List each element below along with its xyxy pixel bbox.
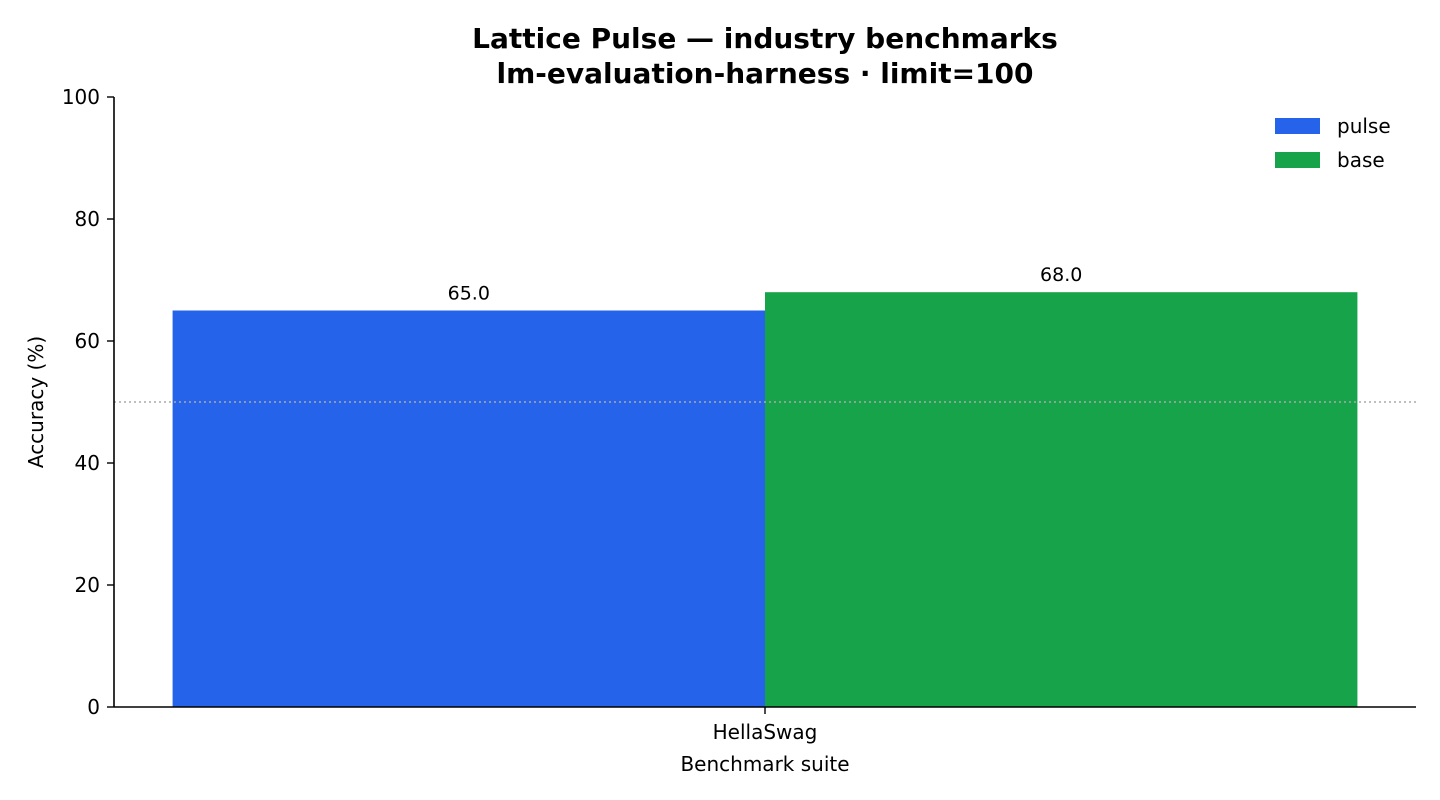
legend-swatch-pulse [1275,118,1320,134]
chart-title-line-1: Lattice Pulse — industry benchmarks [472,22,1058,55]
bars-layer [172,292,1358,707]
y-tick-label: 100 [62,85,100,109]
y-axis-label: Accuracy (%) [24,336,48,468]
bar-labels-layer: 65.0 68.0 [448,264,1083,304]
chart-title-line-2: lm-evaluation-harness · limit=100 [496,57,1033,90]
y-ticks-layer: 0 20 40 60 80 100 [62,85,114,719]
legend: pulse base [1275,114,1391,172]
bar-pulse-hellaswag [172,310,766,707]
x-axis-label: Benchmark suite [680,752,849,776]
y-tick-label: 0 [87,695,100,719]
bar-value-label-pulse: 65.0 [448,283,490,305]
x-ticks-layer: HellaSwag [713,707,818,744]
legend-swatch-base [1275,152,1320,168]
y-tick-label: 80 [75,207,100,231]
y-tick-label: 60 [75,329,100,353]
y-tick-label: 40 [75,451,100,475]
x-tick-label: HellaSwag [713,720,818,744]
legend-label-base: base [1337,148,1385,172]
y-tick-label: 20 [75,573,100,597]
bar-value-label-base: 68.0 [1040,264,1082,286]
legend-label-pulse: pulse [1337,114,1391,138]
bar-base-hellaswag [765,292,1358,707]
